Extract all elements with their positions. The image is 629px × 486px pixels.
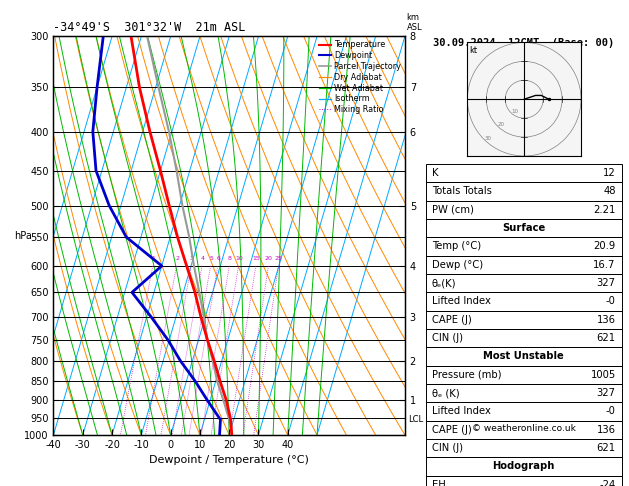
Text: 327: 327 <box>597 388 616 398</box>
Bar <box>426 274 622 292</box>
Text: Lifted Index: Lifted Index <box>431 406 491 417</box>
Text: CIN (J): CIN (J) <box>431 443 463 453</box>
Text: 136: 136 <box>597 315 616 325</box>
Text: 1: 1 <box>152 256 155 261</box>
Bar <box>426 420 622 439</box>
Text: 4: 4 <box>201 256 204 261</box>
Text: Temp (°C): Temp (°C) <box>431 242 481 251</box>
Text: 12: 12 <box>603 168 616 178</box>
Text: 327: 327 <box>597 278 616 288</box>
Text: Dewp (°C): Dewp (°C) <box>431 260 483 270</box>
X-axis label: Dewpoint / Temperature (°C): Dewpoint / Temperature (°C) <box>149 455 309 466</box>
Text: km
ASL: km ASL <box>406 13 422 33</box>
Text: 20.9: 20.9 <box>593 242 616 251</box>
Text: θₑ (K): θₑ (K) <box>431 388 459 398</box>
Text: Lifted Index: Lifted Index <box>431 296 491 307</box>
Text: hPa: hPa <box>14 231 32 241</box>
Text: 136: 136 <box>597 425 616 435</box>
Bar <box>426 256 622 274</box>
Text: 10: 10 <box>235 256 243 261</box>
Text: CIN (J): CIN (J) <box>431 333 463 343</box>
Bar <box>426 237 622 256</box>
Text: 2: 2 <box>175 256 179 261</box>
Legend: Temperature, Dewpoint, Parcel Trajectory, Dry Adiabat, Wet Adiabat, Isotherm, Mi: Temperature, Dewpoint, Parcel Trajectory… <box>316 37 404 117</box>
Text: CAPE (J): CAPE (J) <box>431 315 472 325</box>
Text: 2.21: 2.21 <box>593 205 616 215</box>
Bar <box>426 457 622 476</box>
Text: θₑ(K): θₑ(K) <box>431 278 456 288</box>
Bar <box>426 292 622 311</box>
Text: CAPE (J): CAPE (J) <box>431 425 472 435</box>
Bar <box>426 311 622 329</box>
Text: 48: 48 <box>603 187 616 196</box>
Text: -0: -0 <box>606 296 616 307</box>
Bar <box>426 402 622 420</box>
Text: 1005: 1005 <box>591 370 616 380</box>
Text: Surface: Surface <box>502 223 545 233</box>
Bar <box>426 329 622 347</box>
Bar <box>426 384 622 402</box>
Bar <box>426 219 622 237</box>
Text: EH: EH <box>431 480 445 486</box>
Bar <box>426 365 622 384</box>
Text: 25: 25 <box>275 256 283 261</box>
Bar <box>426 439 622 457</box>
Bar <box>426 164 622 182</box>
Text: 3: 3 <box>190 256 194 261</box>
Bar <box>426 201 622 219</box>
Text: 30.09.2024  12GMT  (Base: 00): 30.09.2024 12GMT (Base: 00) <box>433 37 615 48</box>
Text: © weatheronline.co.uk: © weatheronline.co.uk <box>472 424 576 433</box>
Text: 8: 8 <box>228 256 231 261</box>
Text: 20: 20 <box>265 256 273 261</box>
Text: Pressure (mb): Pressure (mb) <box>431 370 501 380</box>
Text: 5: 5 <box>209 256 213 261</box>
Text: K: K <box>431 168 438 178</box>
Text: 15: 15 <box>252 256 260 261</box>
Text: -24: -24 <box>599 480 616 486</box>
Text: 621: 621 <box>596 333 616 343</box>
Bar <box>426 476 622 486</box>
Bar <box>426 347 622 365</box>
Text: LCL: LCL <box>408 415 423 424</box>
Text: Hodograph: Hodograph <box>493 461 555 471</box>
Text: PW (cm): PW (cm) <box>431 205 474 215</box>
Text: -0: -0 <box>606 406 616 417</box>
Bar <box>426 182 622 201</box>
Text: Totals Totals: Totals Totals <box>431 187 492 196</box>
Text: 621: 621 <box>596 443 616 453</box>
Text: -34°49'S  301°32'W  21m ASL: -34°49'S 301°32'W 21m ASL <box>53 21 246 34</box>
Text: 6: 6 <box>216 256 220 261</box>
Text: 16.7: 16.7 <box>593 260 616 270</box>
Text: Most Unstable: Most Unstable <box>483 351 564 362</box>
